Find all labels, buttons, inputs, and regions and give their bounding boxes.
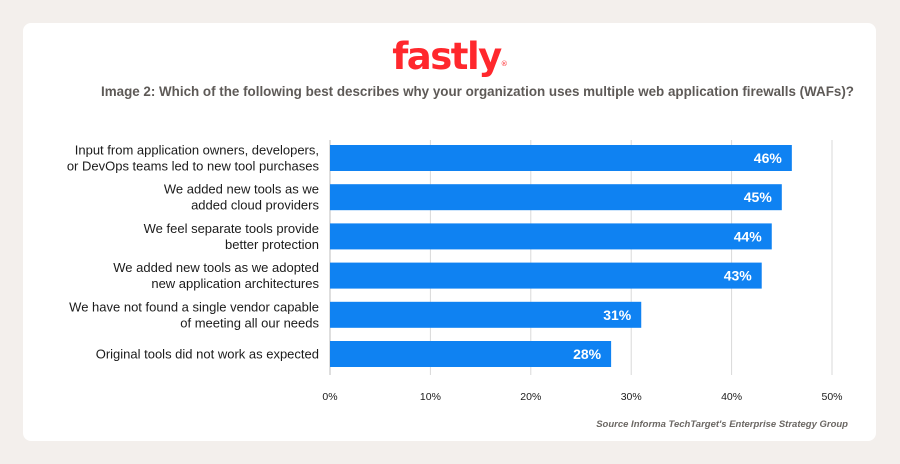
bar-value-label: 46% [754, 150, 783, 166]
bar-value-label: 45% [744, 189, 773, 205]
bar [330, 145, 792, 171]
bar-value-label: 44% [734, 228, 763, 244]
category-label: We added new tools as we added cloud prov… [164, 182, 320, 213]
bar [330, 262, 762, 289]
bar [330, 341, 612, 367]
x-tick-label: 0% [322, 391, 337, 403]
x-tick-label: 40% [721, 391, 742, 403]
x-tick-label: 30% [621, 391, 642, 403]
gridlines [329, 140, 833, 375]
category-label: We feel separate tools provide better pro… [144, 221, 319, 252]
x-tick-label: 20% [520, 391, 541, 403]
category-labels: Input from application owners, developer… [67, 143, 320, 362]
logo-text: fastly [392, 35, 502, 78]
chart-title: Image 2: Which of the following best des… [101, 84, 854, 99]
category-label: We added new tools as we adopted new appl… [113, 260, 319, 291]
x-axis-ticks: 0% 10% 20% 30% 40% 50% [322, 391, 842, 403]
bar-value-label: 43% [724, 268, 753, 284]
category-label: Input from application owners, developer… [67, 143, 320, 174]
x-tick-label: 50% [821, 391, 842, 403]
fastly-logo: fastly® [392, 35, 508, 78]
bar [330, 301, 642, 328]
bars: 46% 45% 44% 43% 31% 28% [330, 145, 792, 367]
x-tick-label: 10% [420, 391, 441, 403]
source-note: Source Informa TechTarget's Enterprise S… [596, 419, 848, 430]
bar [330, 223, 772, 250]
bar-value-label: 28% [573, 346, 602, 362]
bar-value-label: 31% [603, 307, 632, 323]
category-label: We have not found a single vendor capabl… [69, 299, 319, 330]
bar [330, 184, 782, 211]
category-label: Original tools did not work as expected [96, 347, 319, 362]
